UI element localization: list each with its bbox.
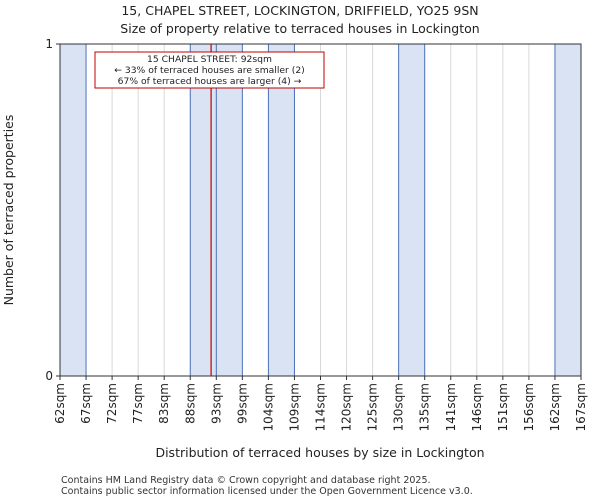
x-tick-label: 130sqm [392,383,406,431]
x-tick-label: 146sqm [470,383,484,431]
x-tick-label: 83sqm [157,383,171,424]
annotation-line-2: ← 33% of terraced houses are smaller (2) [114,65,305,76]
x-tick-label: 156sqm [522,383,536,431]
bar-104sqm [268,44,295,376]
x-tick-label: 135sqm [418,383,432,431]
y-tick-label: 1 [45,37,53,51]
bar-162sqm [554,44,581,376]
bar-62sqm [60,44,87,376]
x-tick-label: 67sqm [79,383,93,424]
x-axis-title: Distribution of terraced houses by size … [155,445,484,460]
x-tick-label: 109sqm [287,383,301,431]
x-tick-label: 88sqm [183,383,197,424]
x-tick-label: 72sqm [105,383,119,424]
bars-group [60,44,581,376]
x-tick-label: 77sqm [131,383,145,424]
x-tick-label: 167sqm [574,383,588,431]
y-tick-label: 0 [45,369,53,383]
x-tick-label: 114sqm [314,383,328,431]
x-tick-label: 141sqm [444,383,458,431]
x-tick-label: 62sqm [53,383,67,424]
annotation-line-1: 15 CHAPEL STREET: 92sqm [147,54,272,65]
x-tick-label: 151sqm [496,383,510,431]
bar-93sqm [216,44,243,376]
bar-88sqm [190,44,217,376]
chart-title: 15, CHAPEL STREET, LOCKINGTON, DRIFFIELD… [121,3,478,18]
annotation-line-3: 67% of terraced houses are larger (4) → [118,76,302,87]
x-tick-label: 93sqm [209,383,223,424]
footer-line-2: Contains public sector information licen… [61,486,473,497]
x-tick-label: 99sqm [235,383,249,424]
x-tick-label: 120sqm [340,383,354,431]
x-tick-label: 125sqm [366,383,380,431]
x-tick-label: 104sqm [261,383,275,431]
y-axis-title: Number of terraced properties [1,115,16,306]
bar-130sqm [398,44,425,376]
chart-subtitle: Size of property relative to terraced ho… [120,21,479,36]
x-tick-label: 162sqm [548,383,562,431]
footer-line-1: Contains HM Land Registry data © Crown c… [61,475,431,486]
annotation-box [94,51,325,89]
x-ticks-group: 62sqm 67sqm 72sqm 77sqm 83sqm 88sqm 93sqm 99sqm… [53,376,588,431]
y-ticks-group: 01 [45,37,60,383]
gridlines-group [85,44,556,376]
